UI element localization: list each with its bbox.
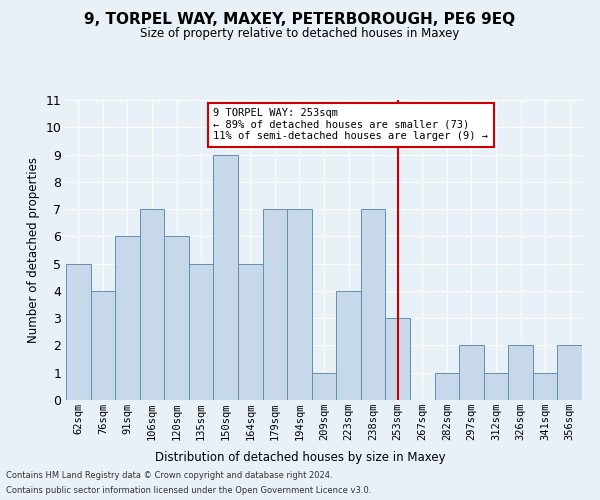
Text: Contains public sector information licensed under the Open Government Licence v3: Contains public sector information licen… bbox=[6, 486, 371, 495]
Bar bbox=[312, 372, 336, 400]
Bar bbox=[66, 264, 91, 400]
Bar bbox=[189, 264, 214, 400]
Bar bbox=[361, 209, 385, 400]
Bar bbox=[336, 291, 361, 400]
Bar bbox=[140, 209, 164, 400]
Bar bbox=[508, 346, 533, 400]
Bar bbox=[91, 291, 115, 400]
Bar bbox=[115, 236, 140, 400]
Bar bbox=[287, 209, 312, 400]
Text: 9 TORPEL WAY: 253sqm
← 89% of detached houses are smaller (73)
11% of semi-detac: 9 TORPEL WAY: 253sqm ← 89% of detached h… bbox=[214, 108, 488, 142]
Text: Size of property relative to detached houses in Maxey: Size of property relative to detached ho… bbox=[140, 28, 460, 40]
Bar bbox=[557, 346, 582, 400]
Bar bbox=[214, 154, 238, 400]
Bar bbox=[385, 318, 410, 400]
Bar bbox=[263, 209, 287, 400]
Bar bbox=[533, 372, 557, 400]
Text: Distribution of detached houses by size in Maxey: Distribution of detached houses by size … bbox=[155, 451, 445, 464]
Text: 9, TORPEL WAY, MAXEY, PETERBOROUGH, PE6 9EQ: 9, TORPEL WAY, MAXEY, PETERBOROUGH, PE6 … bbox=[85, 12, 515, 28]
Bar bbox=[238, 264, 263, 400]
Text: Contains HM Land Registry data © Crown copyright and database right 2024.: Contains HM Land Registry data © Crown c… bbox=[6, 471, 332, 480]
Bar bbox=[459, 346, 484, 400]
Y-axis label: Number of detached properties: Number of detached properties bbox=[27, 157, 40, 343]
Bar bbox=[484, 372, 508, 400]
Bar bbox=[434, 372, 459, 400]
Bar bbox=[164, 236, 189, 400]
